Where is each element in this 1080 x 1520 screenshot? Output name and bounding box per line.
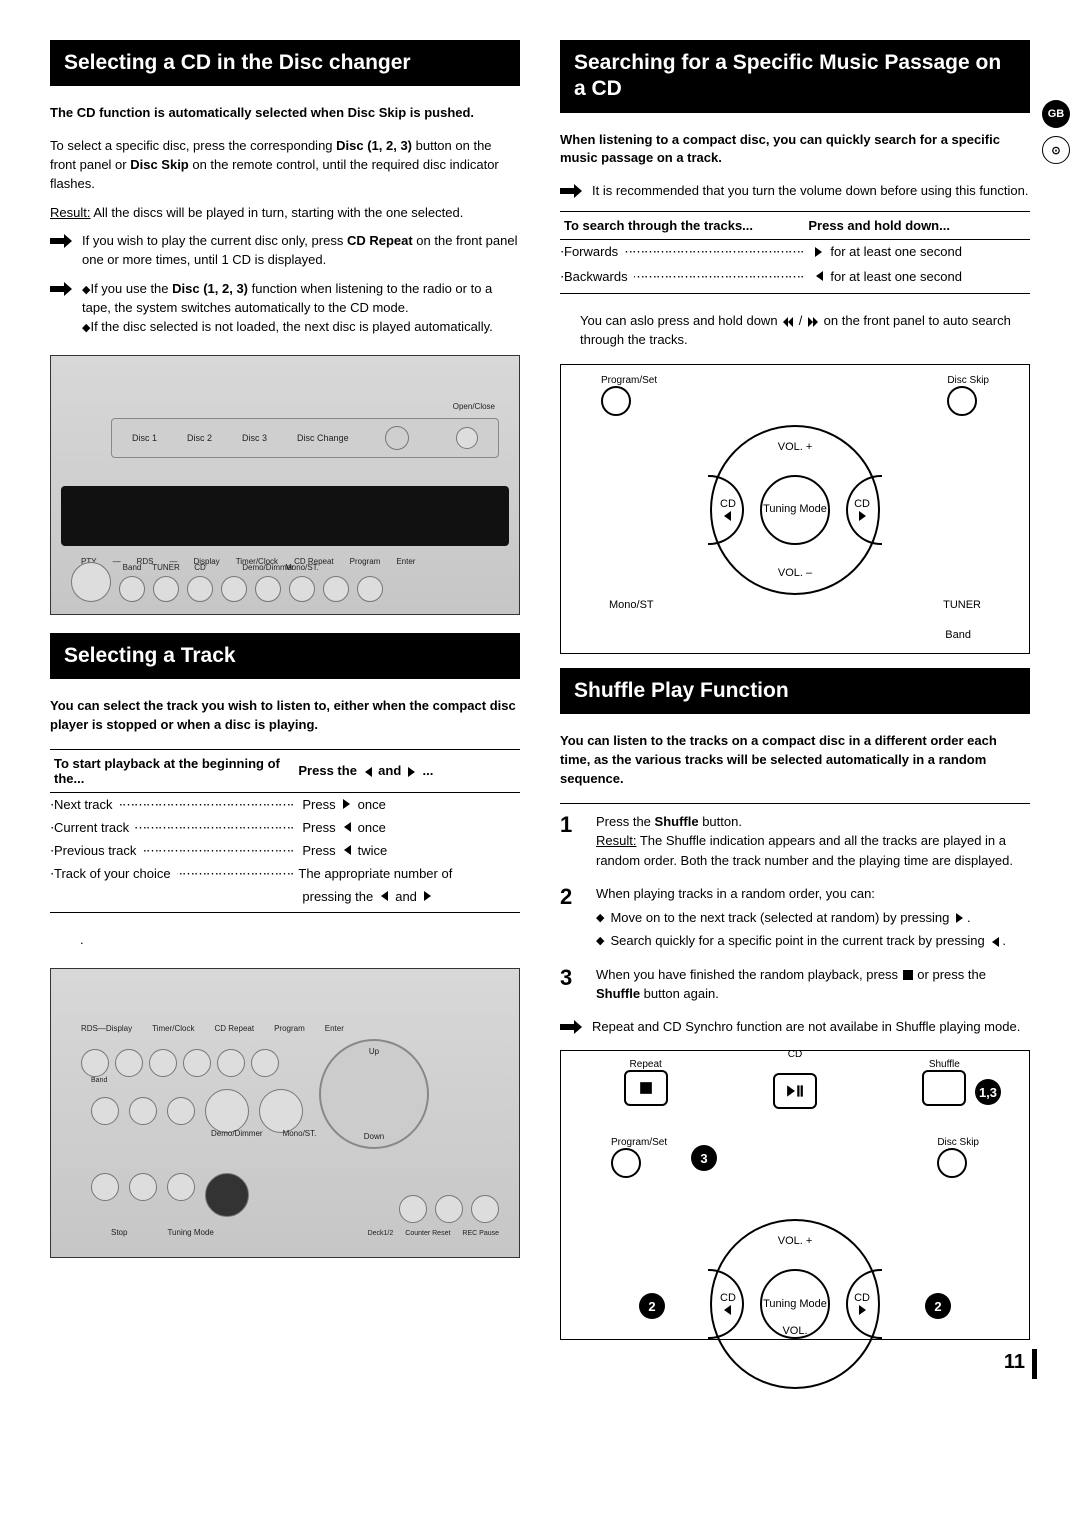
- pointer-icon: [560, 1018, 582, 1037]
- rsec1-note: It is recommended that you turn the volu…: [560, 182, 1030, 201]
- sec1-note2: ◆If you use the Disc (1, 2, 3) function …: [50, 280, 520, 337]
- badge-gb: GB: [1042, 100, 1070, 128]
- pointer-icon: [560, 182, 582, 201]
- remote-illustration-shuffle: CD Repeat Shuffle 1,3 Program/Set Disc S…: [560, 1050, 1030, 1340]
- sec1-intro: The CD function is automatically selecte…: [50, 104, 520, 123]
- sec1-note1: If you wish to play the current disc onl…: [50, 232, 520, 270]
- sec1-p1: To select a specific disc, press the cor…: [50, 137, 520, 194]
- heading-search-passage: Searching for a Specific Music Passage o…: [560, 40, 1030, 113]
- step-2: 2 When playing tracks in a random order,…: [560, 884, 1030, 951]
- rsec1-intro: When listening to a compact disc, you ca…: [560, 131, 1030, 169]
- search-table: To search through the tracks... Press an…: [560, 211, 1030, 294]
- sec2-period: .: [80, 931, 520, 950]
- callout-2b: 2: [925, 1293, 951, 1319]
- badge-disc: ⊙: [1042, 136, 1070, 164]
- pointer-icon: [50, 280, 72, 337]
- heading-shuffle: Shuffle Play Function: [560, 668, 1030, 714]
- pointer-icon: [50, 232, 72, 270]
- side-language-badges: GB ⊙: [1042, 100, 1070, 164]
- stereo-front-panel-illustration-2: RDS—Display Timer/Clock CD Repeat Progra…: [50, 968, 520, 1258]
- stereo-front-panel-illustration: Open/Close Disc 1 Disc 2 Disc 3 Disc Cha…: [50, 355, 520, 615]
- step-1: 1 Press the Shuffle button. Result: The …: [560, 812, 1030, 871]
- sec1-result: Result: All the discs will be played in …: [50, 204, 520, 223]
- left-column: Selecting a CD in the Disc changer The C…: [50, 40, 520, 1354]
- rsec2-intro: You can listen to the tracks on a compac…: [560, 732, 1030, 789]
- track-select-table: To start playback at the beginning of th…: [50, 749, 520, 913]
- page-columns: Selecting a CD in the Disc changer The C…: [50, 40, 1030, 1354]
- heading-select-track: Selecting a Track: [50, 633, 520, 679]
- sec2-intro: You can select the track you wish to lis…: [50, 697, 520, 735]
- remote-illustration-search: Program/Set Disc Skip VOL. + VOL. – CD C…: [560, 364, 1030, 654]
- page-number: 11: [1004, 1351, 1025, 1374]
- right-column: Searching for a Specific Music Passage o…: [560, 40, 1030, 1354]
- step-3: 3 When you have finished the random play…: [560, 965, 1030, 1004]
- callout-2a: 2: [639, 1293, 665, 1319]
- shuffle-steps: 1 Press the Shuffle button. Result: The …: [560, 812, 1030, 1004]
- rsec2-note: Repeat and CD Synchro function are not a…: [560, 1018, 1030, 1037]
- heading-select-cd: Selecting a CD in the Disc changer: [50, 40, 520, 86]
- rsec1-below: You can aslo press and hold down / on th…: [580, 312, 1030, 350]
